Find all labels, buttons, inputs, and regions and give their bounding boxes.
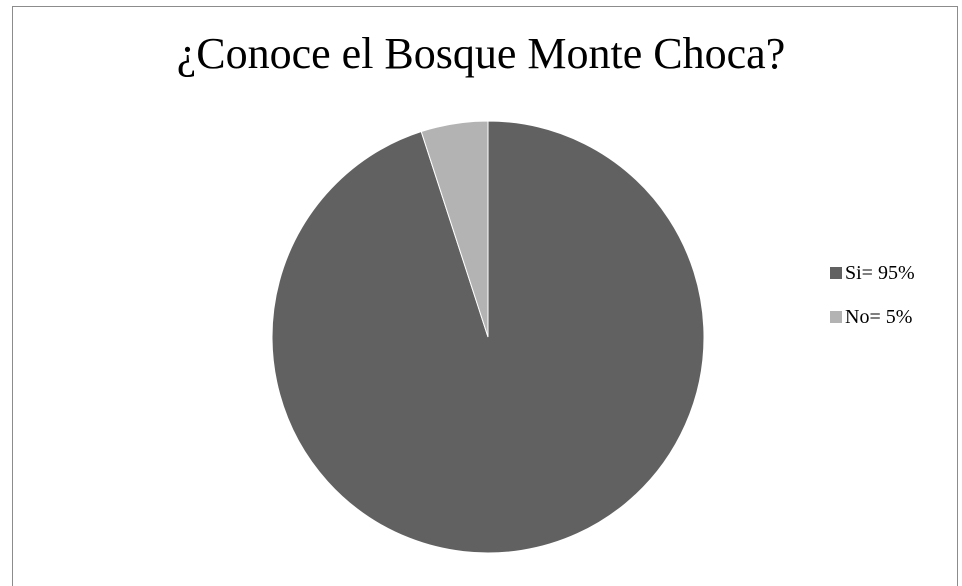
legend-label-no: No= 5%	[845, 305, 913, 328]
legend-swatch-si	[830, 267, 842, 279]
chart-title: ¿Conoce el Bosque Monte Choca?	[176, 29, 786, 78]
legend: Si= 95% No= 5%	[830, 260, 915, 348]
pie-slice-no	[420, 120, 489, 338]
legend-item-no: No= 5%	[830, 304, 915, 330]
legend-item-si: Si= 95%	[830, 260, 915, 286]
legend-swatch-no	[830, 311, 842, 323]
legend-label-si: Si= 95%	[845, 261, 915, 284]
